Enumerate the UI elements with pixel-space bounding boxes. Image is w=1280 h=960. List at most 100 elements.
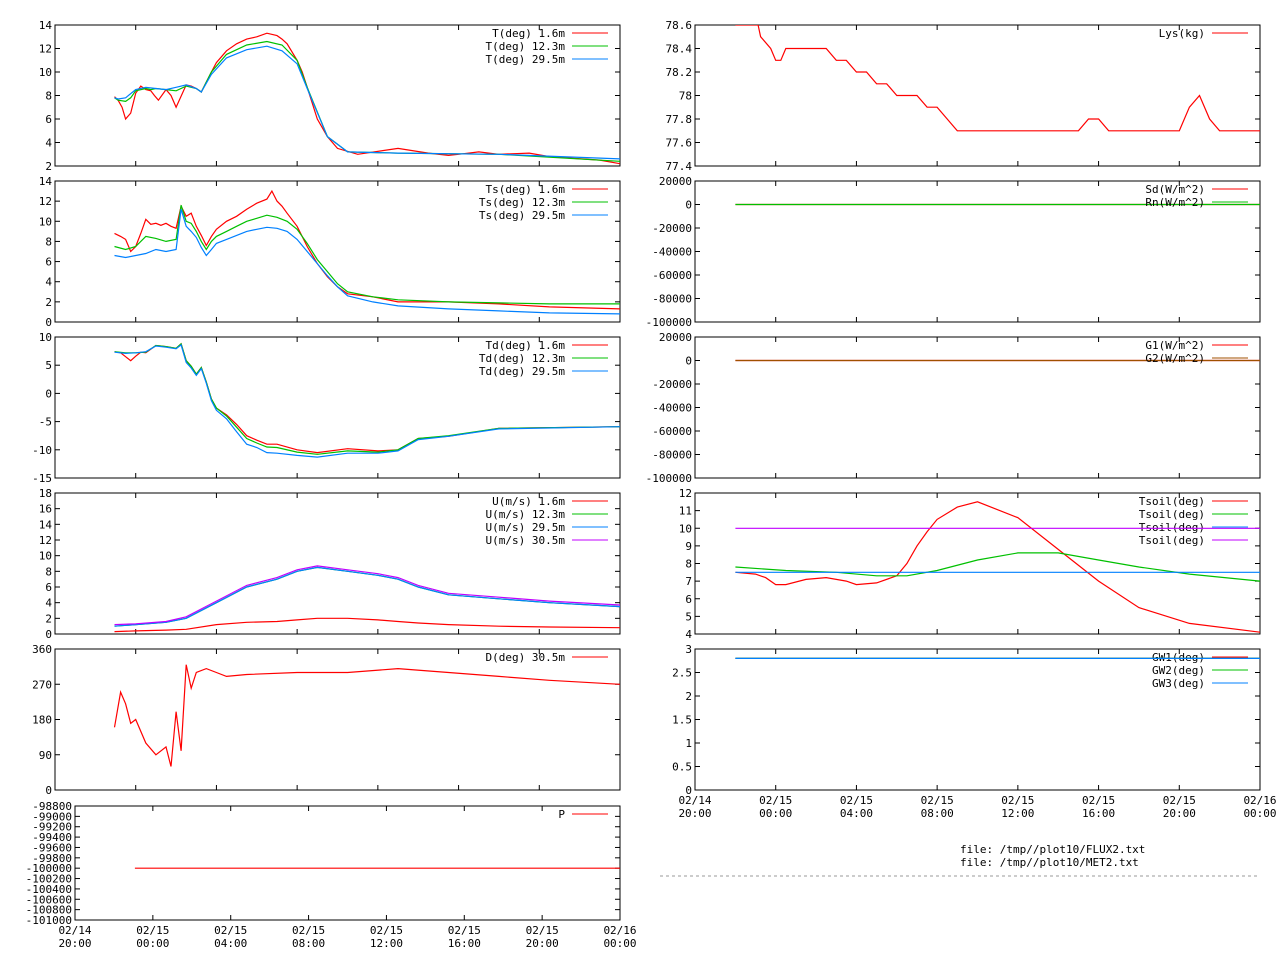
y-tick-label: 4	[45, 276, 52, 289]
y-tick-label: 0.5	[672, 761, 692, 774]
y-tick-label: -60000	[652, 425, 692, 438]
series-line	[114, 617, 620, 633]
y-tick-label: 3	[685, 643, 692, 656]
y-tick-label: -40000	[652, 402, 692, 415]
file-flux-label: file: /tmp//plot10/FLUX2.txt	[960, 843, 1146, 856]
panel-temp: 2 4 6 8 10 12 14 T(deg) 1.6mT(deg) 12.3mT(deg) …	[39, 19, 621, 173]
y-tick-label: 8	[45, 90, 52, 103]
legend-label: P	[558, 808, 565, 821]
y-tick-label: 2.5	[672, 667, 692, 680]
series-line	[114, 343, 620, 458]
series-line	[114, 32, 620, 165]
y-tick-label: -40000	[652, 246, 692, 259]
y-tick-label: -80000	[652, 293, 692, 306]
y-tick-label: -100000	[646, 316, 692, 329]
y-tick-label: -100000	[646, 472, 692, 485]
y-tick-label: -99800	[32, 852, 72, 865]
y-tick-label: 8	[45, 235, 52, 248]
x-tick-label-time: 20:00	[526, 937, 559, 950]
y-tick-label: 0	[685, 784, 692, 797]
legend-label: Tsoil(deg)	[1139, 534, 1205, 547]
x-tick-label-date: 02/15	[840, 794, 873, 807]
y-tick-label: 2	[45, 296, 52, 309]
y-tick-label: 10	[39, 66, 52, 79]
y-tick-label: 4	[45, 597, 52, 610]
x-tick-label-time: 00:00	[136, 937, 169, 950]
legend-label: T(deg) 29.5m	[486, 53, 566, 66]
y-tick-label: 6	[45, 581, 52, 594]
x-tick-label-date: 02/15	[1001, 794, 1034, 807]
y-tick-label: 2	[685, 690, 692, 703]
y-tick-label: -98800	[32, 800, 72, 813]
y-tick-label: 12	[679, 487, 692, 500]
x-tick-label-time: 04:00	[214, 937, 247, 950]
y-tick-label: 6	[45, 256, 52, 269]
legend-label: Tsoil(deg)	[1139, 495, 1205, 508]
y-tick-label: 5	[45, 359, 52, 372]
legend-label: D(deg) 30.5m	[486, 651, 566, 664]
legend-label: Td(deg) 12.3m	[479, 352, 565, 365]
y-tick-label: 10	[39, 215, 52, 228]
series-line	[114, 45, 620, 160]
y-tick-label: -100800	[26, 904, 72, 917]
y-tick-label: 12	[39, 195, 52, 208]
legend-label: Ts(deg) 12.3m	[479, 196, 565, 209]
y-tick-label: 0	[45, 316, 52, 329]
legend-label: Tsoil(deg)	[1139, 508, 1205, 521]
y-tick-label: 1	[685, 737, 692, 750]
series-line	[114, 565, 620, 626]
x-tick-label-date: 02/14	[58, 924, 91, 937]
y-tick-label: 78.2	[666, 66, 693, 79]
y-tick-label: 20000	[659, 175, 692, 188]
x-tick-label-time: 20:00	[1163, 807, 1196, 820]
y-tick-label: 12	[39, 534, 52, 547]
y-tick-label: 20000	[659, 331, 692, 344]
x-tick-label-date: 02/15	[448, 924, 481, 937]
legend-label: U(m/s) 30.5m	[486, 534, 566, 547]
y-tick-label: 90	[39, 749, 52, 762]
x-tick-label-date: 02/16	[1243, 794, 1276, 807]
y-tick-label: 0	[685, 355, 692, 368]
y-tick-label: 78	[679, 90, 692, 103]
panel-tsoil: 456789101112Tsoil(deg)Tsoil(deg)Tsoil(de…	[679, 487, 1261, 641]
y-tick-label: -99600	[32, 841, 72, 854]
legend-label: Td(deg) 29.5m	[479, 365, 565, 378]
y-tick-label: 2	[45, 612, 52, 625]
plot-frame	[54, 336, 621, 479]
y-tick-label: 78.6	[666, 19, 693, 32]
legend-label: G1(W/m^2)	[1145, 339, 1205, 352]
y-tick-label: 4	[685, 628, 692, 641]
legend-label: Sd(W/m^2)	[1145, 183, 1205, 196]
legend-label: GW2(deg)	[1152, 664, 1205, 677]
y-tick-label: 0	[45, 387, 52, 400]
series-line	[114, 566, 620, 627]
legend-label: Ts(deg) 1.6m	[486, 183, 566, 196]
x-tick-label-date: 02/15	[292, 924, 325, 937]
y-tick-label: -99200	[32, 821, 72, 834]
y-tick-label: 14	[39, 175, 53, 188]
y-tick-label: -15	[32, 472, 52, 485]
panel-sd: -100000 -80000 -60000 -40000 -20000 0 20000 Sd(…	[646, 175, 1261, 329]
legend-label: Rn(W/m^2)	[1145, 196, 1205, 209]
legend-label: Td(deg) 1.6m	[486, 339, 566, 352]
y-tick-label: 360	[32, 643, 52, 656]
y-tick-label: 18	[39, 487, 52, 500]
series-line	[735, 25, 1260, 132]
y-tick-label: 180	[32, 714, 52, 727]
x-tick-label-date: 02/16	[603, 924, 636, 937]
x-tick-label-time: 20:00	[678, 807, 711, 820]
legend-label: Ts(deg) 29.5m	[479, 209, 565, 222]
y-tick-label: 7	[685, 575, 692, 588]
y-tick-label: -100400	[26, 883, 72, 896]
y-tick-label: 77.8	[666, 113, 693, 126]
y-tick-label: 10	[39, 331, 52, 344]
y-tick-label: 12	[39, 43, 52, 56]
y-tick-label: 16	[39, 503, 52, 516]
y-tick-label: 6	[685, 593, 692, 606]
legend-label: GW3(deg)	[1152, 677, 1205, 690]
legend-label: T(deg) 1.6m	[492, 27, 565, 40]
x-tick-label-date: 02/15	[370, 924, 403, 937]
y-tick-label: -5	[39, 416, 52, 429]
